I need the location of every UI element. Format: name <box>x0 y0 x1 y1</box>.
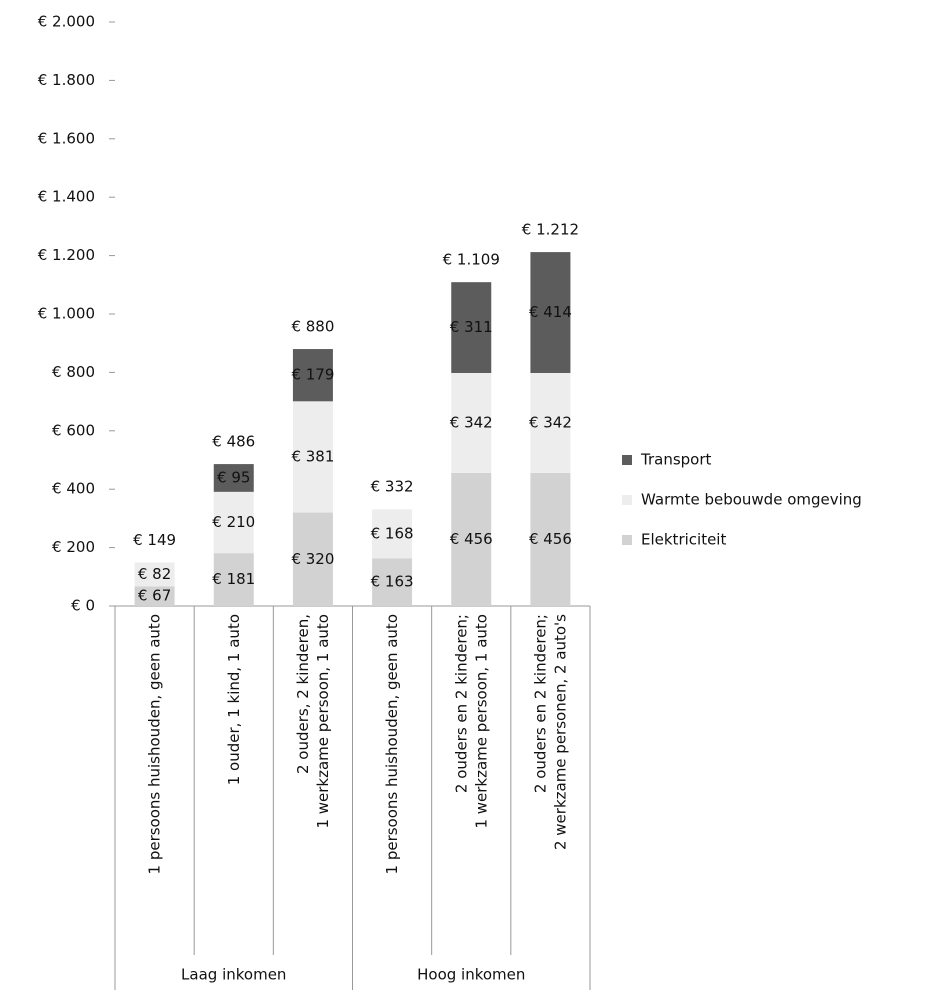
legend-swatch <box>622 455 632 465</box>
x-tick-label: 1 ouder, 1 kind, 1 auto <box>224 614 242 785</box>
x-tick-label-line: 1 werkzame persoon, 1 auto <box>313 614 331 829</box>
bar-segment <box>134 562 175 587</box>
x-tick-label: 1 persoons huishouden, geen auto <box>145 614 163 874</box>
value-label: € 342 <box>450 413 493 431</box>
x-tick-label: 2 ouders, 2 kinderen, 1 werkzame persoon,… <box>293 614 331 829</box>
bar-segment <box>292 512 333 606</box>
bar-segment <box>292 401 333 513</box>
total-label: € 880 <box>291 318 334 336</box>
value-label: € 414 <box>529 303 572 321</box>
value-label: € 67 <box>138 587 171 605</box>
bar-segment <box>372 558 413 606</box>
bar-segment <box>134 586 175 606</box>
total-label: € 1.109 <box>443 251 500 269</box>
value-label: € 456 <box>450 530 493 548</box>
y-tick-label: € 800 <box>52 363 95 381</box>
total-label: € 149 <box>133 531 176 549</box>
y-tick-label: € 600 <box>52 421 95 439</box>
y-tick-label: € 1.600 <box>38 129 95 147</box>
bar-segment <box>451 472 492 606</box>
value-label: € 181 <box>212 570 255 588</box>
x-tick-label-line: 1 ouder, 1 kind, 1 auto <box>224 614 242 785</box>
bar-segment <box>213 553 254 606</box>
bar-segment <box>530 372 571 473</box>
value-label: € 210 <box>212 513 255 531</box>
bar-segment <box>451 282 492 373</box>
bar-segment <box>213 491 254 554</box>
x-tick-label: 1 persoons huishouden, geen auto <box>383 614 401 874</box>
y-tick-label: € 1.200 <box>38 246 95 264</box>
legend-swatch <box>622 495 632 505</box>
x-tick-label-line: 2 werkzame personen, 2 auto's <box>551 614 569 850</box>
value-label: € 381 <box>291 447 334 465</box>
y-tick-label: € 1.000 <box>38 305 95 323</box>
y-tick-label: € 400 <box>52 480 95 498</box>
total-label: € 1.212 <box>522 221 579 239</box>
x-tick-label: 2 ouders en 2 kinderen; 2 werkzame person… <box>531 614 569 850</box>
y-tick-label: € 0 <box>71 597 95 615</box>
legend-swatch <box>622 535 632 545</box>
bar-segment <box>451 372 492 473</box>
value-label: € 82 <box>138 565 171 583</box>
x-tick-label-line: 2 ouders, 2 kinderen, <box>293 614 311 774</box>
group-label: Hoog inkomen <box>417 966 525 984</box>
x-tick-label-line: 1 werkzame persoon, 1 auto <box>472 614 490 829</box>
x-tick-label-line: 2 ouders en 2 kinderen; <box>531 614 549 793</box>
value-label: € 342 <box>529 413 572 431</box>
x-tick-label-line: 1 persoons huishouden, geen auto <box>145 614 163 874</box>
value-label: € 456 <box>529 530 572 548</box>
x-tick-label: 2 ouders en 2 kinderen; 1 werkzame persoo… <box>452 614 490 829</box>
legend-label: Elektriciteit <box>641 531 726 549</box>
total-label: € 486 <box>212 433 255 451</box>
x-tick-label-line: 1 persoons huishouden, geen auto <box>383 614 401 874</box>
bar-segment <box>372 509 413 559</box>
total-label: € 332 <box>371 478 414 496</box>
value-label: € 311 <box>450 318 493 336</box>
y-tick-label: € 1.400 <box>38 188 95 206</box>
y-tick-label: € 1.800 <box>38 71 95 89</box>
legend-label: Warmte bebouwde omgeving <box>641 491 862 509</box>
value-label: € 95 <box>217 468 250 486</box>
x-tick-label-line: 2 ouders en 2 kinderen; <box>452 614 470 793</box>
bar-segment <box>530 472 571 606</box>
bar-segment <box>213 464 254 492</box>
y-tick-label: € 2.000 <box>38 13 95 31</box>
value-label: € 168 <box>371 524 414 542</box>
group-label: Laag inkomen <box>181 966 286 984</box>
y-tick-label: € 200 <box>52 538 95 556</box>
value-label: € 320 <box>291 550 334 568</box>
bar-segment <box>530 252 571 373</box>
legend-label: Transport <box>640 451 712 469</box>
bar-segment <box>292 349 333 402</box>
value-label: € 179 <box>291 366 334 384</box>
value-label: € 163 <box>371 573 414 591</box>
